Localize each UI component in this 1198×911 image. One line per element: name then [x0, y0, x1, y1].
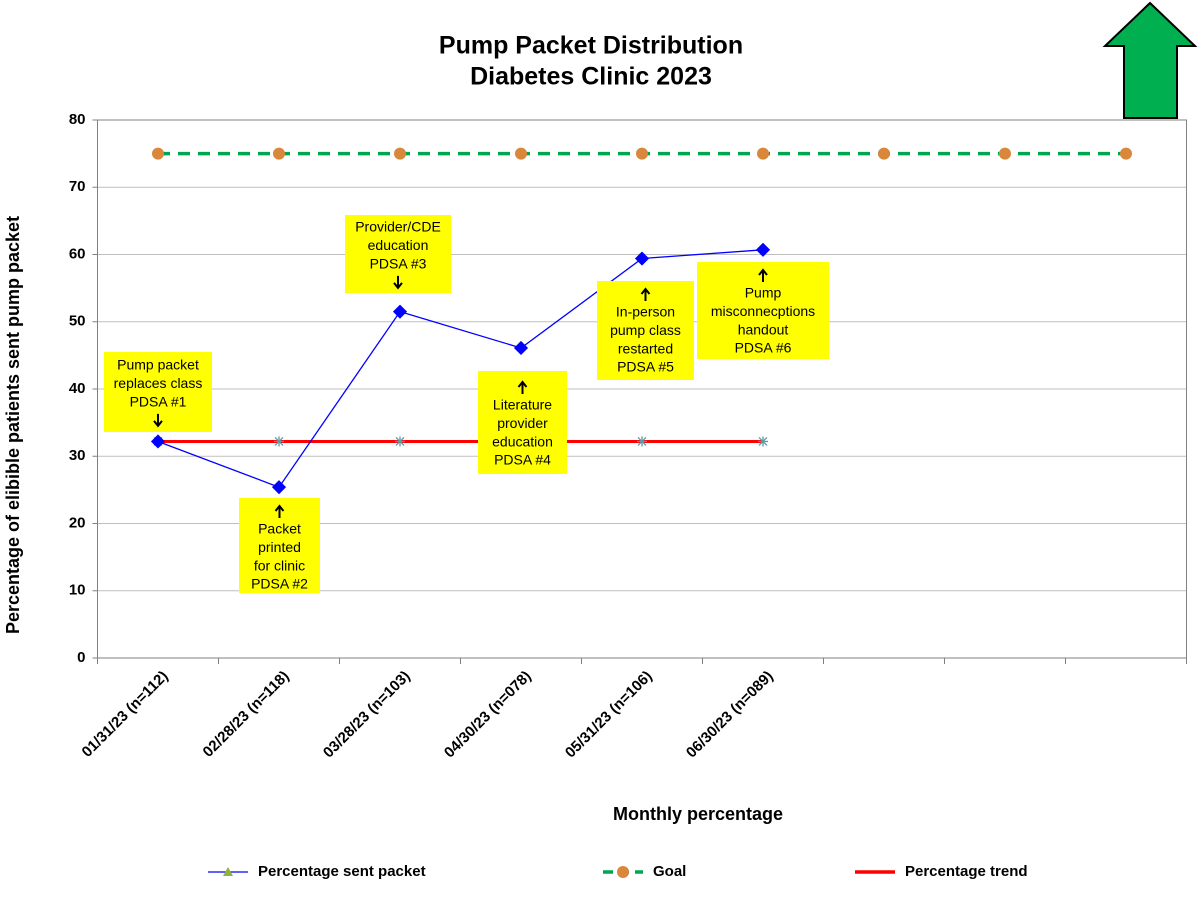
annotation-text: pump class: [610, 322, 681, 338]
marker-diamond: [392, 304, 408, 319]
y-tick-label: 70: [69, 178, 86, 195]
marker-dot: [1120, 147, 1132, 160]
marker-dot: [394, 147, 406, 160]
marker-dot: [878, 147, 890, 160]
marker-diamond: [755, 242, 771, 257]
legend-marker: [223, 867, 233, 876]
annotation-text: Pump: [745, 285, 782, 301]
annotation-text: Pump packet: [117, 357, 199, 373]
marker-star: [758, 436, 768, 447]
marker-dot: [273, 147, 285, 160]
y-tick-label: 40: [69, 380, 86, 397]
marker-dot: [636, 147, 648, 160]
annotation-text: PDSA #4: [494, 452, 551, 468]
annotation-arrow: [393, 275, 403, 290]
annotation-text: PDSA #6: [735, 340, 792, 356]
up-arrow: [1102, 1, 1198, 119]
star-stroke: [274, 436, 284, 446]
x-axis-label: Monthly percentage: [613, 804, 783, 824]
star-stroke: [395, 436, 405, 446]
annotation-text: provider: [497, 415, 548, 431]
y-axis-label: Percentage of elibible patients sent pum…: [3, 216, 23, 634]
annotation-text: Provider/CDE: [355, 219, 441, 235]
marker-star: [395, 436, 405, 447]
annotation-arrow: [274, 504, 285, 518]
marker-star: [637, 436, 647, 447]
annotation-text: misconnecptions: [711, 303, 815, 319]
annotation-text: printed: [258, 539, 301, 555]
annotation-arrow: [517, 380, 528, 394]
marker-star: [274, 436, 284, 447]
legend-label: Goal: [653, 863, 686, 880]
annotation-text: education: [492, 433, 553, 449]
marker-diamond: [634, 251, 650, 266]
annotation-text: PDSA #1: [130, 393, 187, 409]
series-line: [157, 249, 764, 488]
chart-subtitle: Diabetes Clinic 2023: [470, 63, 712, 91]
marker-diamond: [513, 340, 529, 356]
annotation-text: PDSA #5: [617, 359, 674, 375]
plot-frame: [97, 119, 1187, 659]
annotation-text: Packet: [258, 521, 301, 537]
y-tick-label: 20: [69, 514, 86, 531]
marker-dot: [152, 147, 164, 160]
annotation-text: Literature: [493, 397, 552, 413]
annotation-arrow: [640, 287, 651, 301]
annotation-arrow: [758, 268, 768, 282]
marker-diamond: [150, 434, 166, 449]
annotation-text: restarted: [618, 340, 673, 356]
y-tick-label: 80: [69, 111, 86, 128]
marker-dot: [999, 147, 1011, 160]
star-stroke: [758, 436, 768, 446]
marker-dot: [757, 147, 769, 160]
y-tick-label: 60: [69, 245, 86, 262]
y-tick-label: 0: [77, 649, 85, 666]
annotation-text: PDSA #2: [251, 576, 308, 592]
annotation-text: for clinic: [254, 557, 305, 573]
annotation-text: handout: [738, 321, 789, 337]
annotation-text: In-person: [616, 304, 675, 320]
legend-label: Percentage sent packet: [258, 863, 426, 880]
marker-diamond: [271, 480, 287, 495]
y-tick-label: 30: [69, 447, 86, 464]
legend-marker: [617, 866, 629, 878]
chart-title: Pump Packet Distribution: [439, 32, 743, 60]
annotation-text: replaces class: [114, 375, 203, 391]
y-tick-label: 10: [69, 582, 86, 599]
legend-label: Percentage trend: [905, 863, 1028, 880]
annotation-text: education: [368, 237, 429, 253]
annotation-text: PDSA #3: [370, 255, 427, 271]
y-tick-label: 50: [69, 313, 86, 330]
marker-dot: [515, 147, 527, 160]
annotation-arrow: [153, 413, 163, 428]
star-stroke: [637, 436, 647, 446]
